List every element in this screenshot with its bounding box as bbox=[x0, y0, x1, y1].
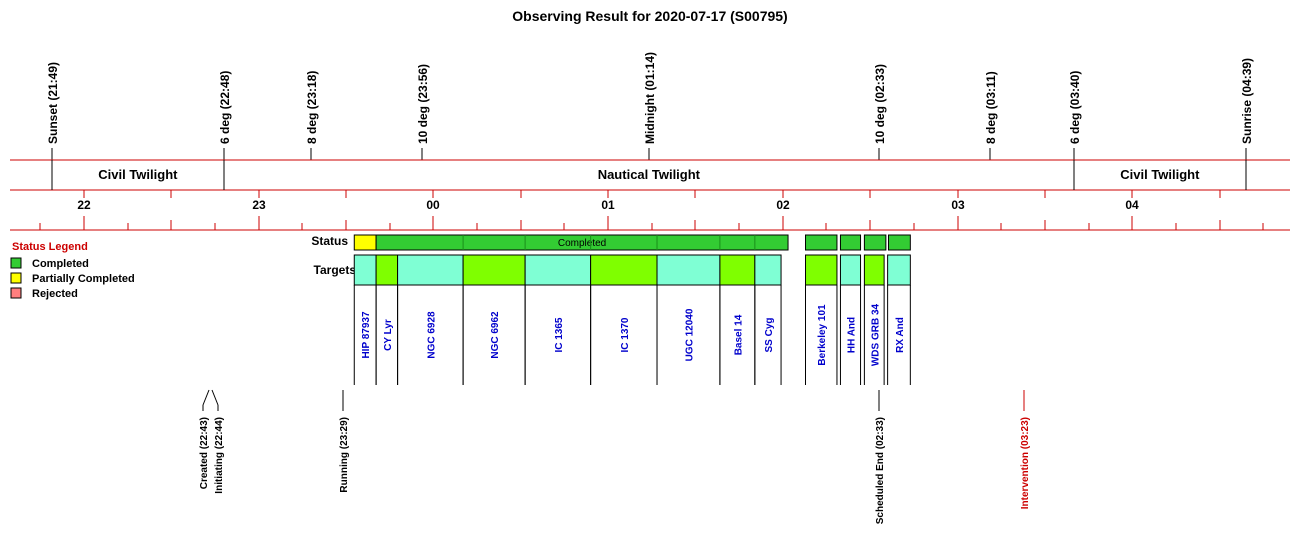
event-label: Intervention (03:23) bbox=[1020, 417, 1031, 509]
hour-tick-label: 22 bbox=[77, 198, 91, 212]
target-block bbox=[805, 254, 838, 286]
status-row-label: Status bbox=[311, 234, 348, 248]
sun-event-label: Midnight (01:14) bbox=[643, 52, 657, 144]
hour-tick-label: 02 bbox=[776, 198, 790, 212]
timeline-frame bbox=[10, 159, 1290, 231]
legend-item-label: Completed bbox=[32, 258, 89, 270]
legend-item-label: Partially Completed bbox=[32, 273, 135, 285]
legend-swatch bbox=[10, 272, 22, 284]
target-block bbox=[524, 254, 592, 286]
target-block bbox=[656, 254, 721, 286]
legend-item-label: Rejected bbox=[32, 288, 78, 300]
status-block bbox=[863, 234, 887, 251]
sun-event-label: 6 deg (22:48) bbox=[218, 71, 232, 144]
event-tick bbox=[211, 389, 219, 406]
events-group: Created (22:43) Initiating (22:44) Running… bbox=[199, 389, 1031, 524]
target-name: Basel 14 bbox=[733, 314, 744, 355]
status-bar-group: Completed bbox=[353, 234, 911, 251]
status-block bbox=[375, 234, 789, 251]
sun-event-label: 10 deg (23:56) bbox=[416, 64, 430, 144]
legend-swatch bbox=[10, 287, 22, 299]
twilight-band-label: Nautical Twilight bbox=[598, 167, 701, 182]
status-block-label: Completed bbox=[558, 238, 606, 249]
event-label: Created (22:43) bbox=[199, 417, 210, 489]
target-block bbox=[719, 254, 756, 286]
target-block bbox=[590, 254, 658, 286]
target-block bbox=[754, 254, 782, 286]
target-name: IC 1370 bbox=[620, 317, 631, 352]
target-block bbox=[375, 254, 399, 286]
twilight-band-label: Civil Twilight bbox=[1120, 167, 1200, 182]
event-label: Scheduled End (02:33) bbox=[875, 417, 886, 524]
status-legend: Status Legend Completed Partially Complete… bbox=[10, 241, 135, 300]
status-block bbox=[353, 234, 377, 251]
twilight-bands-group: Civil Twilight Nautical Twilight Civil Twi… bbox=[51, 160, 1247, 190]
target-name: WDS GRB 34 bbox=[870, 303, 881, 366]
row-labels-group: Status Targets bbox=[311, 234, 356, 277]
hour-tick-label: 01 bbox=[601, 198, 615, 212]
status-block bbox=[887, 234, 911, 251]
target-name: HIP 87937 bbox=[361, 311, 372, 359]
sun-event-label: 8 deg (03:11) bbox=[984, 71, 998, 144]
target-name: IC 1365 bbox=[554, 317, 565, 352]
hour-tick-label: 00 bbox=[426, 198, 440, 212]
status-block bbox=[805, 234, 838, 251]
target-name: NGC 6962 bbox=[490, 311, 501, 359]
target-block bbox=[839, 254, 862, 286]
hour-tick-label: 04 bbox=[1125, 198, 1139, 212]
sun-events-group: Sunset (21:49) 6 deg (22:48) 8 deg (23:18)… bbox=[46, 52, 1254, 160]
target-name: Berkeley 101 bbox=[817, 304, 828, 366]
status-block bbox=[839, 234, 862, 251]
sun-event-label: Sunset (21:49) bbox=[46, 62, 60, 144]
event-label: Running (23:29) bbox=[339, 417, 350, 493]
target-name: UGC 12040 bbox=[684, 308, 695, 361]
target-name: NGC 6928 bbox=[426, 311, 437, 359]
event-label: Initiating (22:44) bbox=[214, 417, 225, 494]
sun-event-label: 6 deg (03:40) bbox=[1068, 71, 1082, 144]
target-block bbox=[353, 254, 377, 286]
target-name: HH And bbox=[846, 317, 857, 353]
target-block bbox=[863, 254, 885, 286]
target-name: RX And bbox=[895, 317, 906, 353]
targets-row-label: Targets bbox=[314, 263, 357, 277]
target-name: CY Lyr bbox=[383, 319, 394, 351]
sun-event-label: Sunrise (04:39) bbox=[1240, 58, 1254, 144]
hour-axis-group: 22 23 00 01 02 03 04 bbox=[39, 190, 1264, 230]
legend-swatch bbox=[10, 257, 22, 269]
sun-event-label: 10 deg (02:33) bbox=[873, 64, 887, 144]
target-block bbox=[887, 254, 911, 286]
target-block bbox=[462, 254, 526, 286]
hour-tick-label: 03 bbox=[951, 198, 965, 212]
diagram-title: Observing Result for 2020-07-17 (S00795) bbox=[512, 8, 787, 24]
target-block bbox=[397, 254, 464, 286]
event-tick bbox=[202, 389, 210, 406]
target-name: SS Cyg bbox=[764, 317, 775, 352]
sun-event-label: 8 deg (23:18) bbox=[305, 71, 319, 144]
targets-group: HIP 87937 CY Lyr NGC 6928 NGC 6962 IC 1365 IC… bbox=[353, 254, 911, 385]
hour-tick-label: 23 bbox=[252, 198, 266, 212]
legend-title: Status Legend bbox=[12, 241, 88, 253]
twilight-band-label: Civil Twilight bbox=[98, 167, 178, 182]
